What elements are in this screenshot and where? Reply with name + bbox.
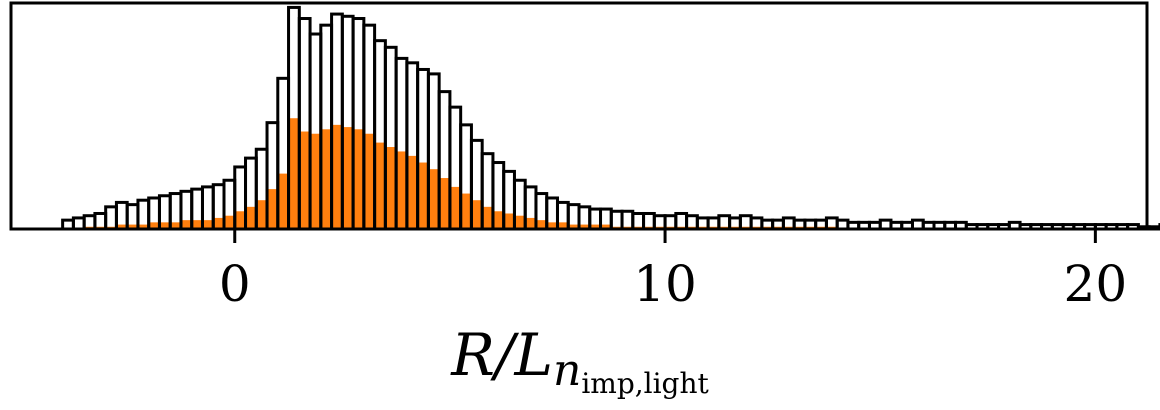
histogram-bar bbox=[503, 213, 515, 229]
x-axis-label-subsub: imp,light bbox=[581, 367, 709, 400]
histogram-bar bbox=[342, 127, 354, 229]
histogram-bar bbox=[609, 209, 624, 231]
histogram-bar bbox=[256, 200, 268, 229]
histogram-bar bbox=[245, 206, 257, 229]
histogram-bar bbox=[406, 155, 418, 229]
histogram-bar bbox=[385, 147, 397, 229]
x-tick-label: 0 bbox=[219, 255, 251, 313]
plot-frame bbox=[9, 1, 1149, 231]
histogram-bar bbox=[234, 211, 246, 229]
histogram-bar bbox=[170, 222, 181, 229]
x-axis-label-sub: n bbox=[553, 345, 581, 396]
histogram-bar bbox=[299, 131, 311, 229]
histogram-bar bbox=[568, 224, 579, 229]
histogram-bar bbox=[417, 162, 429, 229]
histogram-bar bbox=[482, 206, 493, 229]
histogram-bar bbox=[310, 133, 321, 229]
histogram-bar bbox=[428, 169, 440, 229]
histogram-bar bbox=[104, 205, 118, 231]
histogram-bar bbox=[267, 189, 278, 229]
histogram-bar bbox=[116, 224, 128, 229]
histogram-bar bbox=[620, 209, 635, 231]
histogram-bar bbox=[449, 186, 461, 229]
histogram-bar bbox=[202, 220, 214, 229]
histogram-bar bbox=[127, 224, 138, 229]
histogram-bar bbox=[191, 220, 203, 229]
histogram-bar bbox=[277, 173, 289, 229]
histogram-bar bbox=[93, 211, 108, 231]
histogram-bar bbox=[1147, 225, 1160, 231]
x-axis-ticks: 0 10 20 bbox=[219, 229, 1127, 313]
histogram-bar bbox=[71, 216, 86, 231]
outline-series bbox=[61, 5, 1160, 231]
histogram-bar bbox=[224, 215, 235, 229]
histogram-bar bbox=[363, 133, 375, 229]
histogram-bar bbox=[642, 211, 656, 231]
histogram-bar bbox=[460, 193, 472, 229]
histogram-bar bbox=[137, 224, 149, 229]
histogram-bar bbox=[159, 222, 171, 229]
histogram-bar bbox=[600, 224, 612, 229]
x-axis-label-main: R/L bbox=[450, 321, 553, 389]
histogram-bar bbox=[320, 129, 332, 229]
x-tick-label: 20 bbox=[1064, 255, 1128, 313]
histogram-bar bbox=[579, 224, 590, 229]
histogram-bar bbox=[546, 222, 558, 229]
x-axis-label: R/Lnimp,light bbox=[450, 321, 709, 400]
histogram-bar bbox=[674, 211, 689, 231]
histogram-bar bbox=[374, 142, 386, 229]
histogram-bar bbox=[396, 151, 407, 229]
histogram-bar bbox=[213, 217, 224, 229]
histogram-bar bbox=[439, 178, 450, 229]
histogram-bar bbox=[471, 200, 483, 229]
histogram-bar bbox=[589, 224, 601, 229]
x-tick-label: 10 bbox=[633, 255, 697, 313]
histogram-bar bbox=[288, 118, 300, 229]
histogram-bar bbox=[631, 211, 646, 231]
histogram-bar bbox=[557, 222, 569, 229]
histogram-bar bbox=[331, 124, 343, 229]
histogram-bar bbox=[180, 220, 192, 229]
histogram-bar bbox=[535, 220, 547, 229]
histogram-bar bbox=[353, 129, 364, 229]
histogram-bar bbox=[492, 211, 504, 229]
histogram-bar bbox=[514, 215, 526, 229]
histogram-bar bbox=[148, 222, 160, 229]
histogram-bar bbox=[525, 217, 536, 229]
